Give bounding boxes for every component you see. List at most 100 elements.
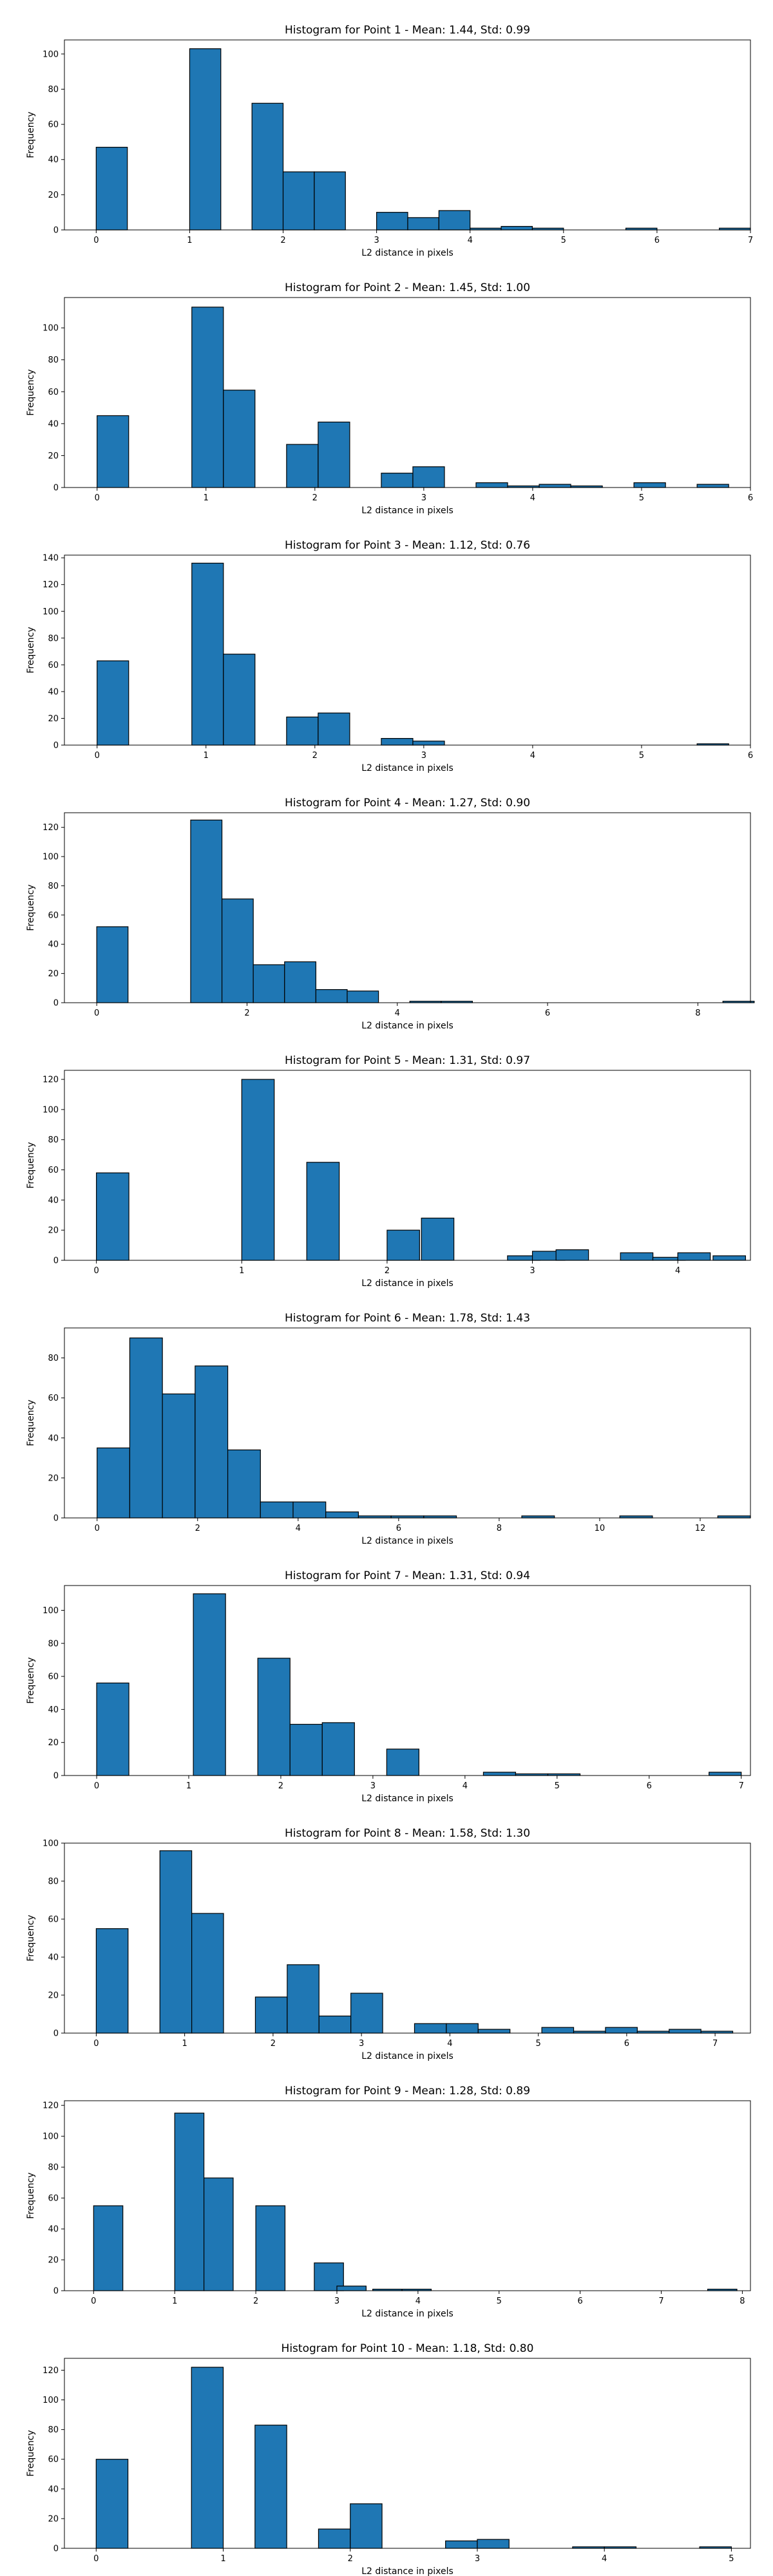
y-tick-label: 140 [43,554,59,564]
x-tick-label: 7 [658,2297,663,2306]
x-axis-label: L2 distance in pixels [361,763,453,773]
histogram-bar [96,1682,129,1776]
histogram-bar [541,2027,575,2034]
x-tick-label: 6 [624,2039,629,2049]
y-tick-label: 0 [53,1514,59,1524]
histogram-bar [195,1365,229,1519]
x-tick-label: 4 [468,236,473,245]
histogram-panel-7: Histogram for Point 7 - Mean: 1.31, Std:… [26,1569,751,1804]
x-tick-label: 3 [334,2297,339,2306]
x-axis-label: L2 distance in pixels [361,1536,453,1546]
histogram-bar [282,171,315,231]
histogram-bar [260,1501,294,1519]
histogram-bar [162,1393,196,1519]
histogram-bar [96,926,129,1003]
histogram-bar [712,1255,746,1261]
plot-frame [64,812,751,1003]
y-tick-label: 40 [48,2225,59,2235]
y-tick-label: 0 [53,226,59,236]
histogram-panel-10: Histogram for Point 10 - Mean: 1.18, Std… [26,2342,751,2576]
histogram-bar [347,990,379,1003]
chart-title: Histogram for Point 8 - Mean: 1.58, Std:… [285,1827,530,1840]
y-tick-label: 40 [48,940,59,950]
y-tick-label: 40 [48,1953,59,1963]
histogram-bar [191,2367,224,2549]
x-axis-label: L2 distance in pixels [361,2566,453,2576]
y-tick-label: 80 [48,1639,59,1649]
x-tick-label: 6 [577,2297,582,2306]
x-tick-label: 0 [95,493,100,503]
y-tick-label: 80 [48,1877,59,1887]
histogram-bar [223,390,256,488]
x-tick-label: 3 [475,2554,480,2564]
histogram-bar [386,1229,420,1261]
y-tick-label: 60 [48,661,59,670]
y-tick-label: 60 [48,1394,59,1403]
x-tick-label: 0 [91,2297,96,2306]
y-tick-label: 20 [48,969,59,979]
x-axis-label: L2 distance in pixels [361,248,453,258]
histogram-bar [289,1723,323,1776]
y-tick-label: 40 [48,419,59,429]
x-tick-label: 2 [312,493,318,503]
y-axis-label: Frequency [26,1915,36,1961]
x-tick-label: 2 [312,751,318,761]
y-tick-label: 20 [48,1991,59,2001]
histogram-bar [193,1593,226,1776]
y-tick-label: 20 [48,2256,59,2266]
x-tick-label: 4 [602,2554,607,2564]
x-tick-label: 1 [239,1266,244,1276]
chart-title: Histogram for Point 3 - Mean: 1.12, Std:… [285,539,530,552]
histogram-bar [414,2023,447,2034]
histogram-panel-8: Histogram for Point 8 - Mean: 1.58, Std:… [26,1827,751,2061]
x-tick-label: 1 [204,751,209,761]
histogram-bar [95,2459,129,2549]
y-tick-label: 120 [43,1075,59,1085]
y-tick-label: 20 [48,1226,59,1236]
x-tick-label: 0 [95,751,100,761]
histogram-bar [191,562,224,746]
y-tick-label: 20 [48,191,59,200]
y-tick-label: 0 [53,2029,59,2039]
x-tick-label: 3 [374,236,379,245]
y-axis-label: Frequency [26,2430,36,2476]
y-tick-label: 40 [48,687,59,697]
histogram-bar [257,1658,291,1776]
x-tick-label: 7 [748,236,753,245]
y-tick-label: 80 [48,2163,59,2173]
histogram-bar [221,898,254,1003]
x-tick-label: 8 [497,1524,502,1533]
histogram-bar [696,484,729,488]
histogram-panel-3: Histogram for Point 3 - Mean: 1.12, Std:… [26,539,753,773]
histogram-panel-4: Histogram for Point 4 - Mean: 1.27, Std:… [26,797,755,1031]
y-tick-label: 60 [48,911,59,920]
chart-title: Histogram for Point 2 - Mean: 1.45, Std:… [285,281,530,294]
x-tick-label: 2 [244,1009,249,1018]
chart-title: Histogram for Point 7 - Mean: 1.31, Std:… [285,1569,530,1582]
histogram-bar [381,738,414,746]
y-tick-label: 100 [43,2132,59,2142]
y-tick-label: 100 [43,853,59,862]
x-tick-label: 4 [447,2039,452,2049]
x-tick-label: 7 [712,2039,718,2049]
histogram-bar [254,2425,287,2549]
y-tick-label: 100 [43,1839,59,1849]
histogram-bar [314,171,346,231]
x-tick-label: 2 [280,236,285,245]
x-tick-label: 3 [530,1266,535,1276]
histogram-bar [412,466,445,488]
histogram-bar [709,1772,742,1776]
histogram-bar [376,212,408,231]
histogram-bar [477,2029,511,2034]
x-tick-label: 2 [195,1524,200,1533]
x-tick-label: 2 [278,1781,283,1791]
histogram-bar [255,2205,286,2291]
y-tick-label: 120 [43,580,59,590]
y-tick-label: 0 [53,1256,59,1266]
histogram-bar [241,1079,275,1261]
x-tick-label: 4 [415,2297,421,2306]
x-axis-label: L2 distance in pixels [361,506,453,516]
x-tick-label: 5 [535,2039,540,2049]
y-tick-label: 100 [43,50,59,59]
x-tick-label: 2 [348,2554,353,2564]
